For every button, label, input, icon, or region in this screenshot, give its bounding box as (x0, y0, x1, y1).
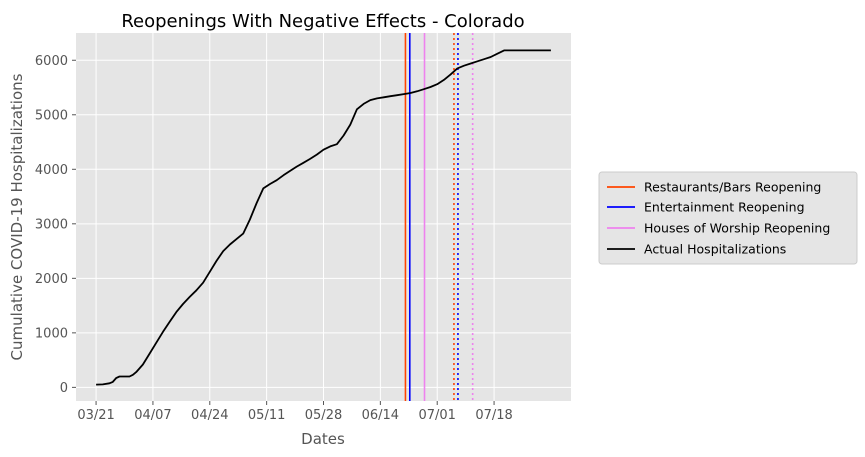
x-tick-label: 06/14 (362, 408, 399, 423)
x-tick-label: 03/21 (77, 408, 114, 423)
y-tick-label: 2000 (35, 272, 68, 287)
chart-title: Reopenings With Negative Effects - Color… (121, 11, 524, 32)
gridlines (76, 33, 571, 401)
legend-label-actual: Actual Hospitalizations (644, 242, 786, 257)
series-group (96, 49, 551, 386)
legend-label-worship: Houses of Worship Reopening (644, 221, 830, 236)
x-tick-label: 05/28 (305, 408, 342, 423)
legend-entry-entertainment: Entertainment Reopening (607, 200, 805, 215)
legend-box (598, 171, 858, 265)
y-tick-label: 6000 (35, 54, 68, 69)
x-tick-label: 05/11 (248, 408, 285, 423)
y-axis-title: Cumulative COVID-19 Hospitalizations (8, 73, 26, 360)
legend: Restaurants/Bars Reopening Entertainment… (598, 171, 858, 265)
legend-label-restaurants: Restaurants/Bars Reopening (644, 180, 821, 195)
x-axis-title: Dates (301, 430, 345, 448)
series-line-actual-hospitalizations (96, 49, 551, 386)
y-tick-label: 1000 (35, 326, 68, 341)
legend-entry-restaurants: Restaurants/Bars Reopening (607, 180, 821, 195)
legend-entry-worship: Houses of Worship Reopening (607, 221, 830, 236)
legend-entry-actual: Actual Hospitalizations (607, 242, 786, 257)
y-tick-label: 5000 (35, 108, 68, 123)
y-tick-label: 0 (60, 381, 68, 396)
y-tick-label: 3000 (35, 217, 68, 232)
x-tick-label: 07/18 (475, 408, 512, 423)
x-tick-labels: 03/21 04/07 04/24 05/11 05/28 06/14 07/01 07/18 (77, 401, 513, 423)
x-tick-label: 04/07 (134, 408, 171, 423)
y-tick-labels: 0 1000 2000 3000 4000 5000 6000 (35, 54, 76, 396)
x-tick-label: 07/01 (418, 408, 455, 423)
legend-label-entertainment: Entertainment Reopening (644, 200, 805, 215)
x-tick-label: 04/24 (191, 408, 228, 423)
y-tick-label: 4000 (35, 163, 68, 178)
